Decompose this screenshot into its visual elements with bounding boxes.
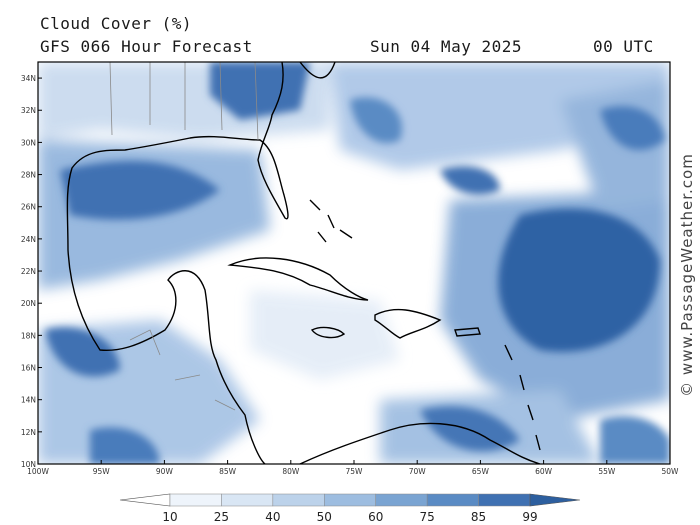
jamaica-outline: [310, 326, 346, 339]
lon-tick-label: 80W: [282, 467, 300, 476]
coastlines: [66, 62, 541, 464]
lat-tick-label: 22N: [21, 267, 36, 276]
state-borders: [109, 62, 259, 411]
lat-tick-label: 28N: [21, 171, 36, 180]
cloud-field: [38, 62, 670, 464]
lon-tick-label: 50W: [662, 467, 680, 476]
lat-tick-label: 12N: [21, 428, 36, 437]
colorbar-label: 25: [214, 510, 229, 524]
forecast-time: 00 UTC: [593, 37, 654, 56]
colorbar-label: 60: [368, 510, 383, 524]
lesser-antilles: [504, 344, 541, 451]
colorbar-bin: [478, 493, 531, 507]
lat-tick-label: 16N: [21, 364, 36, 373]
colorbar-bin: [426, 493, 479, 507]
colorbar-min-arrow: [119, 493, 171, 507]
cuba-outline: [227, 257, 369, 301]
colorbar-bin: [324, 493, 376, 507]
lon-tick-label: 90W: [156, 467, 174, 476]
forecast-label: GFS 066 Hour Forecast: [40, 37, 253, 56]
colorbar-bin: [221, 493, 274, 507]
lat-tick-label: 14N: [21, 396, 36, 405]
lat-tick-label: 20N: [21, 299, 36, 308]
colorbar: 10 25 40 50 60 75 85 99: [119, 493, 581, 524]
lat-tick-label: 10N: [21, 460, 36, 469]
colorbar-label: 85: [471, 510, 486, 524]
mainland-coastline: [66, 62, 289, 464]
lon-tick-label: 60W: [535, 467, 553, 476]
lon-tick-label: 70W: [409, 467, 427, 476]
colorbar-bin: [169, 493, 222, 507]
lat-tick-label: 32N: [21, 106, 36, 115]
lat-tick-label: 30N: [21, 138, 36, 147]
colorbar-label: 40: [265, 510, 280, 524]
colorbar-label: 50: [317, 510, 332, 524]
lat-tick-label: 24N: [21, 235, 36, 244]
lon-tick-label: 55W: [598, 467, 616, 476]
lon-tick-label: 95W: [93, 467, 111, 476]
lat-tick-label: 26N: [21, 203, 36, 212]
south-america-coastline: [299, 422, 541, 464]
forecast-date: Sun 04 May 2025: [370, 37, 522, 56]
colorbar-label: 99: [522, 510, 537, 524]
hispaniola-outline: [374, 308, 442, 339]
map-title: Cloud Cover (%): [40, 14, 192, 33]
credit-text: © www.PassageWeather.com: [678, 153, 696, 397]
colorbar-bin: [375, 493, 428, 507]
lon-tick-label: 75W: [346, 467, 364, 476]
svg-text:© www.PassageWeather.com: © www.PassageWeather.com: [678, 153, 696, 397]
lat-tick-label: 34N: [21, 74, 36, 83]
lon-tick-label: 65W: [472, 467, 490, 476]
colorbar-label: 10: [162, 510, 177, 524]
colorbar-label: 75: [420, 510, 435, 524]
lon-tick-label: 100W: [27, 467, 49, 476]
lon-tick-label: 85W: [219, 467, 237, 476]
lat-tick-label: 18N: [21, 331, 36, 340]
colorbar-bin: [272, 493, 325, 507]
bahamas: [309, 199, 353, 243]
axis-ticks: 100W 95W 90W 85W 80W 75W 70W 65W 60W 55W 50W 10N 12N…: [21, 74, 679, 476]
colorbar-max-arrow: [529, 493, 581, 507]
puerto-rico-outline: [454, 327, 481, 337]
carolina-coastline: [299, 62, 336, 79]
